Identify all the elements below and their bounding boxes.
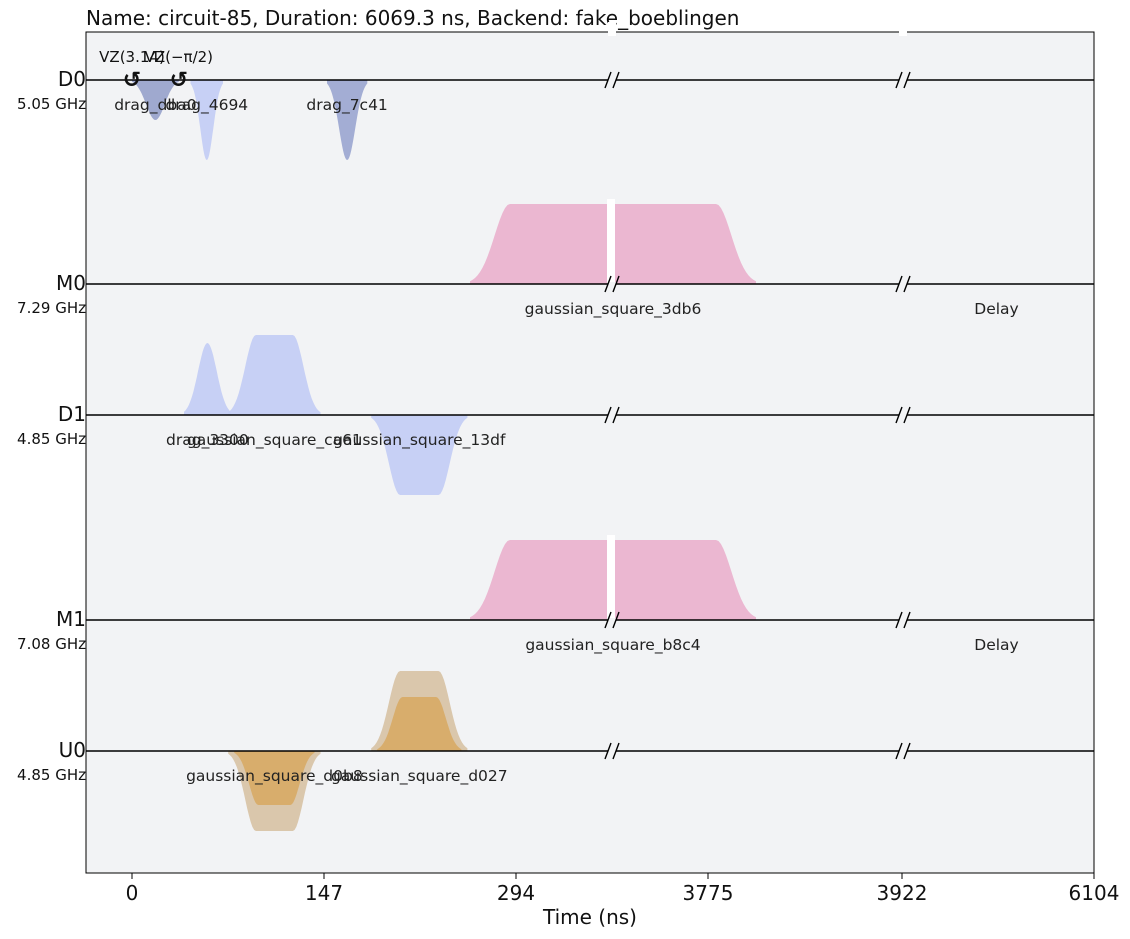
pulse-d0-2 (327, 80, 368, 160)
frame-changes: ↺VZ(3.14)↺VZ(−π/2) (99, 48, 213, 93)
channel-freq-d1: 4.85 GHz (17, 430, 86, 448)
break-mark-b-u0-0 (612, 742, 620, 760)
frame-change-label-0: VZ(3.14) (99, 48, 165, 66)
channel-name-u0: U0 (59, 738, 86, 762)
channel-name-m1: M1 (56, 607, 86, 631)
break-mark-a-d1-1 (895, 406, 903, 424)
pulse-layer (132, 80, 756, 831)
pulse-d0-1 (190, 80, 223, 160)
x-axis: 0 147 294 3775 3922 6104 (126, 873, 1120, 905)
frame-change-symbol-1: ↺ (170, 68, 188, 93)
break-gap-u0-1 (899, 749, 907, 753)
channel-labels: D0 5.05 GHz M0 7.29 GHz D1 4.85 GHz M1 7.08 GHz… (17, 67, 86, 784)
break-mark-a-m1-0 (604, 611, 612, 629)
break-mark-b-d0-0 (612, 71, 620, 89)
x-axis-label: Time (ns) (542, 905, 637, 929)
break-mark-a-d1-0 (604, 406, 612, 424)
break-mark-a-m0-0 (604, 275, 612, 293)
chart-title: Name: circuit-85, Duration: 6069.3 ns, B… (86, 6, 739, 30)
break-mark-a-u0-0 (604, 742, 612, 760)
pulse-d1-7 (371, 415, 468, 495)
top-break-gap-1 (608, 22, 616, 36)
pulse-label-6: gaussian_square_ca61 (187, 431, 362, 450)
x-tick-label-2: 294 (497, 881, 535, 905)
pulse-label-3: gaussian_square_3db6 (525, 300, 702, 319)
break-gap-m0-1 (899, 282, 907, 286)
pulse-label-0: drag_dba0 (114, 96, 196, 115)
channel-freq-u0: 4.85 GHz (17, 766, 86, 784)
top-break-gap-2 (899, 22, 907, 36)
break-mark-b-m0-1 (903, 275, 911, 293)
channel-name-d1: D1 (58, 402, 86, 426)
break-gap-m1-1 (899, 618, 907, 622)
break-mark-b-m0-0 (612, 275, 620, 293)
break-mark-a-d0-1 (895, 71, 903, 89)
pulse-d1-5 (184, 343, 231, 415)
pulse-label-2: drag_7c41 (306, 96, 387, 115)
pulse-label-7: gaussian_square_13df (333, 431, 506, 450)
x-tick-label-0: 0 (126, 881, 139, 905)
pulse-d0-0 (132, 80, 179, 120)
channel-baselines (86, 71, 1094, 760)
pulse-label-4: Delay (974, 300, 1018, 318)
break-mark-a-m1-1 (895, 611, 903, 629)
pulse-inner-u0-10 (234, 751, 315, 805)
pulse-d1-6 (228, 335, 321, 415)
x-tick-label-5: 6104 (1069, 881, 1120, 905)
break-gap-d0-1 (899, 78, 907, 82)
channel-freq-m1: 7.08 GHz (17, 635, 86, 653)
break-gap-d1-0 (608, 413, 616, 417)
pulse-label-1: drag_4694 (165, 96, 248, 115)
channel-name-m0: M0 (56, 271, 86, 295)
break-mark-b-d0-1 (903, 71, 911, 89)
frame-change-label-1: VZ(−π/2) (145, 48, 213, 66)
break-gap-d0-0 (608, 78, 616, 82)
break-mark-b-m1-1 (903, 611, 911, 629)
frame-change-symbol-0: ↺ (123, 68, 141, 93)
x-tick-label-4: 3922 (877, 881, 928, 905)
break-mark-a-d0-0 (604, 71, 612, 89)
x-tick-label-1: 147 (305, 881, 343, 905)
break-mark-b-d1-0 (612, 406, 620, 424)
break-gap-m1-0 (608, 618, 616, 622)
pulse-break-gap-m1 (607, 535, 615, 620)
pulse-label-9: Delay (974, 636, 1018, 654)
channel-freq-m0: 7.29 GHz (17, 299, 86, 317)
pulse-break-gap-m0 (607, 199, 615, 284)
channel-freq-d0: 5.05 GHz (17, 95, 86, 113)
break-mark-a-u0-1 (895, 742, 903, 760)
x-tick-label-3: 3775 (683, 881, 734, 905)
plot-area (85, 31, 1095, 874)
pulse-label-11: gaussian_square_d027 (331, 767, 508, 786)
break-mark-b-m1-0 (612, 611, 620, 629)
channel-name-d0: D0 (58, 67, 86, 91)
pulse-inner-u0-11 (377, 697, 462, 751)
break-mark-a-m0-1 (895, 275, 903, 293)
pulse-label-8: gaussian_square_b8c4 (525, 636, 700, 655)
break-mark-b-d1-1 (903, 406, 911, 424)
break-gap-d1-1 (899, 413, 907, 417)
break-gap-m0-0 (608, 282, 616, 286)
pulse-label-10: gaussian_square_d0b8 (186, 767, 363, 786)
break-gap-u0-0 (608, 749, 616, 753)
break-mark-b-u0-1 (903, 742, 911, 760)
pulse-label-5: drag_3300 (166, 431, 249, 450)
